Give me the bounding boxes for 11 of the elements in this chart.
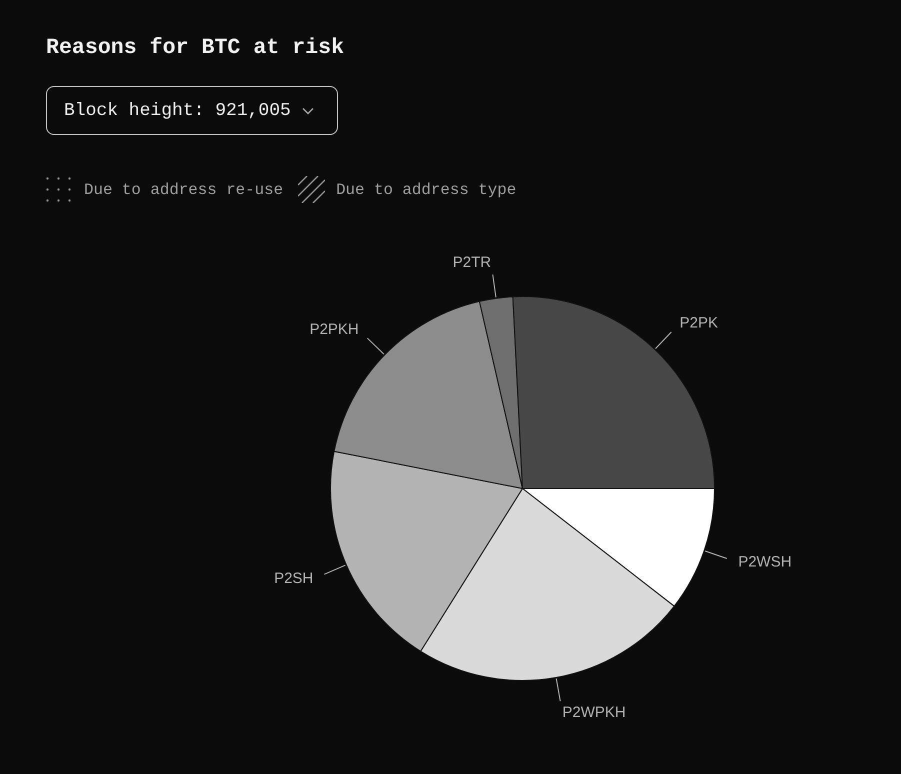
chart-title: Reasons for BTC at risk [46, 36, 344, 60]
slice-label: P2PKH [310, 320, 359, 338]
chart-subtitle: Block height: 921,005 [64, 100, 291, 120]
text: Due to address type [336, 180, 516, 198]
slice-label: P2WSH [738, 553, 792, 570]
slice-label: P2PK [680, 314, 718, 332]
slice-label: P2TR [452, 254, 492, 271]
slice-label: P2SH [274, 570, 314, 588]
dropdown: Block height: 921,005 [46, 86, 338, 135]
text: Due to address re-use [84, 180, 284, 198]
slice-label: P2WPKH [562, 704, 626, 722]
